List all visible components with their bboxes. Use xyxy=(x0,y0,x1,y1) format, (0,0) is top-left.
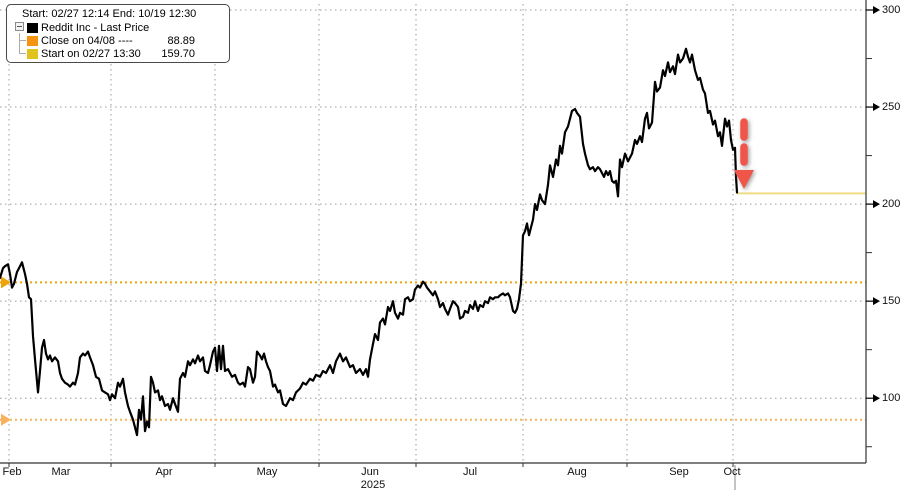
x-axis-label-feb: Feb xyxy=(2,466,22,478)
x-axis-label-jun: Jun xyxy=(361,466,379,478)
close-line-value: 88.89 xyxy=(167,35,195,47)
legend-expander-icon[interactable] xyxy=(15,22,24,31)
legend-tree-branch xyxy=(19,40,26,41)
y-tick-arrow-icon xyxy=(873,6,880,14)
x-axis-label-apr: Apr xyxy=(155,466,173,478)
close-line-swatch xyxy=(27,36,38,46)
y-tick-arrow-icon xyxy=(873,103,880,112)
legend-item-label: Reddit Inc - Last Price xyxy=(41,22,150,34)
last-price-swatch xyxy=(27,23,38,33)
x-axis-label-sep: Sep xyxy=(669,466,689,478)
legend-item-label: Close on 04/08 ---- xyxy=(41,35,133,47)
y-axis-label-300: 300 xyxy=(882,4,900,16)
legend-tree-branch xyxy=(19,53,26,54)
x-axis-label-mar: Mar xyxy=(51,466,71,478)
x-axis-label-aug: Aug xyxy=(567,466,587,478)
x-axis-label-may: May xyxy=(256,466,278,478)
legend-item-label: Start on 02/27 13:30 xyxy=(41,48,141,60)
legend-date-range: Start: 02/27 12:14 End: 10/19 12:30 xyxy=(22,8,197,20)
x-axis-year: 2025 xyxy=(360,479,386,490)
y-axis-label-150: 150 xyxy=(882,295,900,308)
y-axis-label-200: 200 xyxy=(882,198,900,211)
ref-line-start-marker-icon xyxy=(1,276,11,289)
arrow-head-icon xyxy=(734,170,754,189)
legend-tree-line xyxy=(19,33,20,54)
y-tick-arrow-icon xyxy=(873,200,880,209)
start-line-value: 159.70 xyxy=(161,48,195,60)
start-line-swatch xyxy=(27,49,38,59)
legend-box[interactable]: Start: 02/27 12:14 End: 10/19 12:30 Redd… xyxy=(6,4,230,63)
price-line xyxy=(0,47,739,437)
y-tick-arrow-icon xyxy=(873,297,880,306)
ref-line-start-marker-icon xyxy=(1,413,11,426)
x-axis-label-oct: Oct xyxy=(723,466,741,478)
drop-arrow-annotation xyxy=(734,118,754,189)
y-tick-arrow-icon xyxy=(873,394,880,403)
y-axis-label-100: 100 xyxy=(882,392,900,405)
x-axis-label-jul: Jul xyxy=(462,466,478,478)
y-axis-label-250: 250 xyxy=(882,101,900,114)
